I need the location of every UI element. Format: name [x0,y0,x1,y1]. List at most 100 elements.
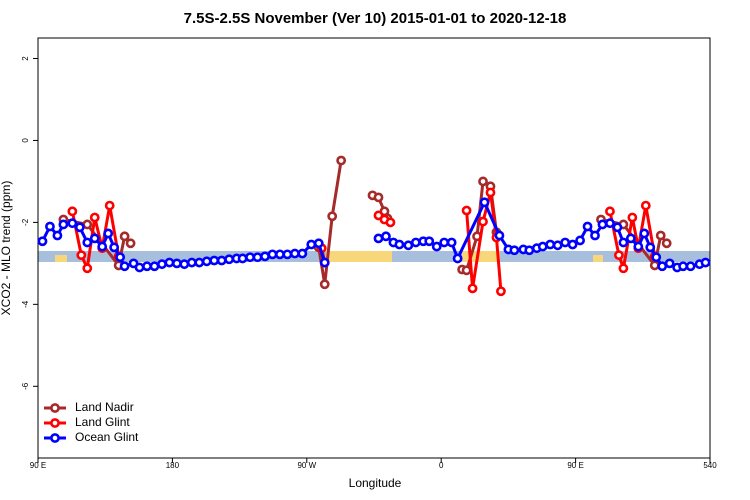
legend-marker [50,433,60,443]
point [496,286,506,297]
point [700,257,711,268]
point [385,217,396,228]
x-tick-label: 540 [703,461,717,470]
point [381,231,391,242]
x-axis-label: Longitude [349,476,402,490]
point [439,237,450,248]
point [209,255,220,266]
point [560,237,571,248]
point [297,248,308,259]
point [45,221,55,232]
y-tick-label: -2 [21,218,30,226]
y-axis-label: XCO2 - MLO trend (ppm) [0,181,13,316]
legend-label: Land Nadir [75,400,134,414]
x-tick-label: 90 W [297,461,316,470]
point [149,261,160,272]
point [224,254,235,265]
band-yellow [55,255,67,262]
point [431,241,442,252]
point [478,176,488,187]
point [461,205,472,216]
point [104,200,115,211]
point [119,261,130,272]
band-yellow [462,251,500,262]
point [639,228,650,239]
point [157,259,167,270]
point [134,262,145,273]
point [164,257,175,268]
legend-marker [50,418,60,428]
legend-label: Ocean Glint [75,430,139,444]
point [640,200,651,211]
point [651,252,662,263]
point [313,238,324,249]
point [82,219,93,230]
y-tick-label: -6 [21,382,30,390]
point [655,230,666,241]
point [119,231,130,242]
band-yellow [326,251,392,262]
point [82,237,93,248]
point [58,219,69,230]
point [597,219,608,230]
y-tick-label: 0 [21,138,30,143]
point [605,218,615,229]
point [524,245,535,256]
point [590,230,600,241]
point [645,242,656,253]
point [171,258,182,269]
point [67,218,78,229]
point [179,259,190,270]
point [373,233,384,244]
point [97,241,108,252]
point [52,230,63,241]
coverage-band [38,251,710,262]
legend-label: Land Glint [75,415,130,429]
x-tick-label: 90 E [30,461,46,470]
point [467,283,478,294]
point [494,230,505,241]
point [103,228,114,239]
point [537,241,548,252]
chart-title: 7.5S-2.5S November (Ver 10) 2015-01-01 t… [184,10,567,27]
point [664,258,675,269]
point [661,238,672,249]
point [267,249,278,260]
point [319,257,330,268]
point [582,221,593,232]
point [424,236,435,247]
point [76,250,87,261]
plot-frame [37,37,711,459]
x-tick-label: 0 [439,461,444,470]
x-tick-label: 90 E [567,461,583,470]
point [649,260,660,271]
point [478,216,488,227]
point [125,238,136,249]
point [327,211,338,222]
point [373,192,384,203]
point [142,261,152,272]
y-tick-label: 2 [21,56,30,61]
point [552,240,563,251]
point [461,265,472,276]
point [237,253,248,264]
point [485,187,496,198]
point [275,249,285,260]
point [614,250,624,261]
point [115,252,126,263]
point [201,256,212,267]
point [618,237,629,248]
point [509,245,520,256]
point [37,236,48,247]
point [657,261,668,272]
point [82,263,93,274]
point [403,240,414,251]
legend-marker [50,403,60,413]
point [186,257,197,268]
point [605,206,615,217]
point [479,197,490,208]
point [282,249,293,260]
point [452,253,463,264]
point [74,222,85,233]
